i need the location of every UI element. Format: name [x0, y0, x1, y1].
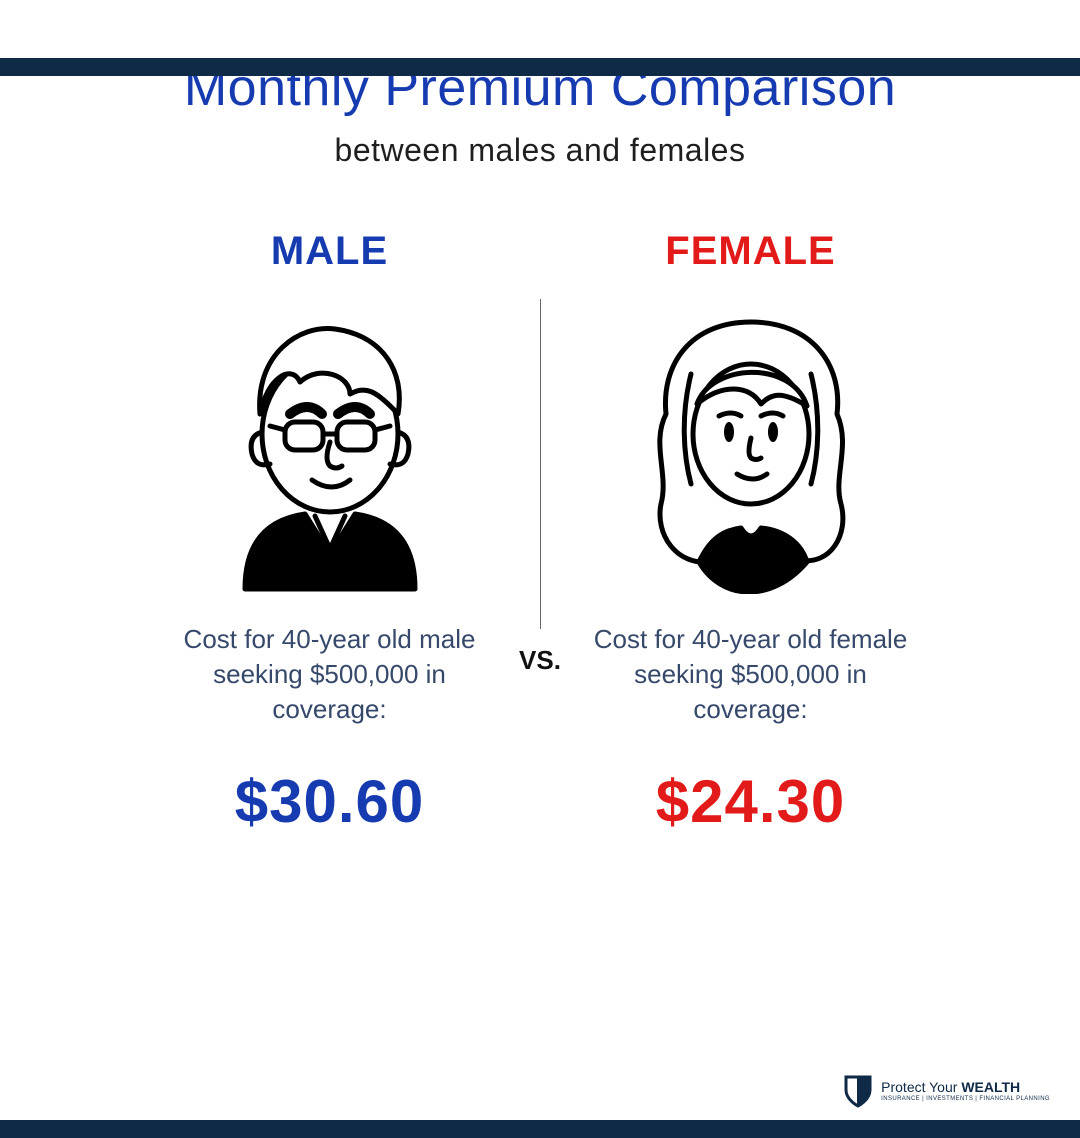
bottom-bar [0, 1120, 1080, 1138]
vs-label: VS. [509, 639, 571, 682]
female-column: FEMALE [541, 229, 961, 836]
male-price: $30.60 [235, 767, 425, 836]
brand-main-light: Protect Your [881, 1079, 961, 1095]
comparison-row: MALE [0, 229, 1080, 836]
brand-main-bold: WEALTH [961, 1079, 1020, 1095]
divider-line [540, 299, 541, 629]
female-avatar-icon [621, 304, 881, 594]
brand-sub: INSURANCE | INVESTMENTS | FINANCIAL PLAN… [881, 1096, 1050, 1102]
female-cost-text: Cost for 40-year old female seeking $500… [581, 622, 921, 727]
male-cost-text: Cost for 40-year old male seeking $500,0… [160, 622, 500, 727]
top-bar [0, 58, 1080, 76]
shield-icon [843, 1074, 873, 1108]
brand-logo: Protect Your WEALTH INSURANCE | INVESTME… [843, 1074, 1050, 1108]
brand-text: Protect Your WEALTH INSURANCE | INVESTME… [881, 1080, 1050, 1102]
male-avatar-icon [200, 304, 460, 594]
page-subtitle: between males and females [0, 132, 1080, 169]
female-price: $24.30 [656, 767, 846, 836]
female-label: FEMALE [665, 229, 835, 274]
brand-main: Protect Your WEALTH [881, 1080, 1050, 1094]
male-column: MALE [120, 229, 540, 836]
male-label: MALE [271, 229, 388, 274]
